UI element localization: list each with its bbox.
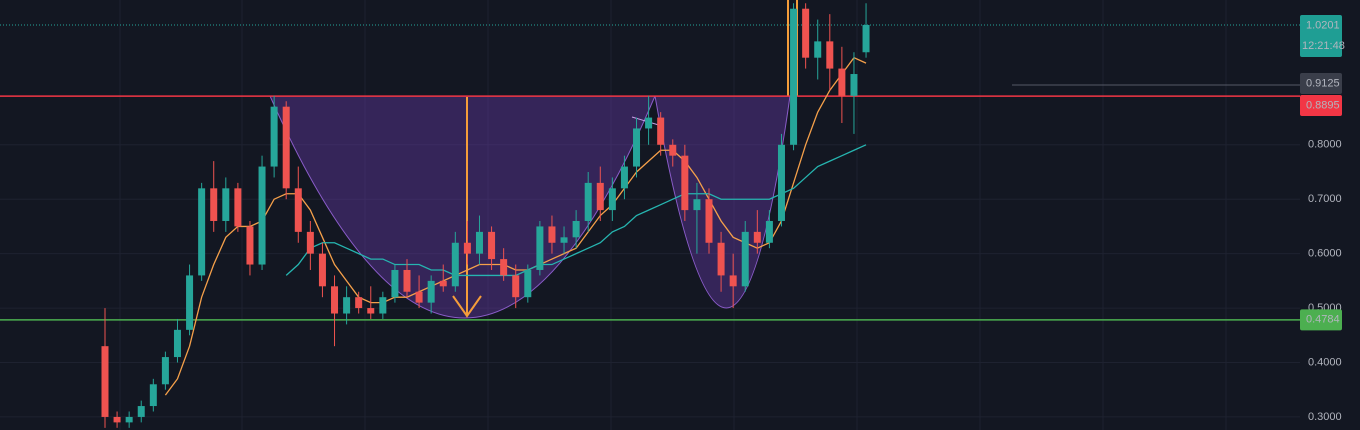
price-label: 1.0201 <box>1306 19 1340 31</box>
candle-body <box>536 226 544 270</box>
candles <box>101 3 870 428</box>
candle-body <box>645 117 653 129</box>
candle-body <box>669 144 677 156</box>
candle-body <box>488 231 496 260</box>
candle-body <box>765 220 773 243</box>
candle-body <box>620 166 628 189</box>
candle-body <box>717 242 725 276</box>
candle-body <box>210 188 218 221</box>
candle-body <box>451 242 459 287</box>
candle-body <box>355 297 363 309</box>
candle-body <box>379 297 387 314</box>
y-tick-label: 0.6000 <box>1308 248 1342 260</box>
candle-body <box>427 280 435 303</box>
candle-body <box>222 188 230 221</box>
candle-body <box>331 286 339 314</box>
vertical-grid <box>119 0 1227 430</box>
candle-body <box>850 74 858 96</box>
candle-body <box>173 329 181 358</box>
candle-body <box>391 269 399 298</box>
price-label: 0.8895 <box>1306 99 1340 111</box>
axis-background <box>1300 0 1360 430</box>
candle-body <box>657 117 665 145</box>
candle-body <box>306 231 314 254</box>
candle-body <box>777 144 785 221</box>
candle-body <box>596 182 604 211</box>
candle-body <box>572 220 580 238</box>
candle-body <box>101 346 109 417</box>
candle-body <box>415 291 423 303</box>
candle-body <box>318 253 326 287</box>
candle-body <box>475 231 483 254</box>
price-label-box <box>1300 73 1342 95</box>
candle-body <box>862 24 870 53</box>
price-label-box <box>1300 14 1342 57</box>
candle-body <box>186 275 194 330</box>
candle-body <box>584 182 592 221</box>
candle-body <box>500 259 508 276</box>
candle-body <box>234 188 242 227</box>
candle-body <box>729 275 737 287</box>
candle-body <box>826 41 834 69</box>
candle-body <box>403 269 411 292</box>
y-tick-label: 0.8000 <box>1308 139 1342 151</box>
candle-body <box>524 269 532 298</box>
candle-body <box>512 275 520 298</box>
candle-body <box>814 41 822 58</box>
price-label: 0.4784 <box>1306 314 1340 326</box>
price-axis: 0.30000.40000.50000.60000.70000.80001.02… <box>1300 0 1360 430</box>
candle-body <box>790 8 798 145</box>
candle-body <box>367 308 375 314</box>
candle-body <box>560 237 568 243</box>
candle-body <box>343 297 351 314</box>
candle-body <box>548 226 556 243</box>
candle-body <box>294 188 302 232</box>
candle-body <box>161 357 169 385</box>
candle-body <box>149 384 157 407</box>
candle-body <box>282 106 290 189</box>
y-tick-label: 0.7000 <box>1308 193 1342 205</box>
candle-body <box>246 226 254 265</box>
candle-body <box>693 199 701 211</box>
candle-body <box>113 416 121 423</box>
cup-annotations <box>269 0 1300 319</box>
candle-body <box>705 199 713 243</box>
reference-lines <box>0 24 1300 321</box>
candle-body <box>608 188 616 211</box>
price-label-box <box>1300 95 1342 117</box>
candle-body <box>137 406 145 417</box>
candle-body <box>439 280 447 287</box>
candle-body <box>270 106 278 167</box>
candle-body <box>753 231 761 243</box>
candle-body <box>463 242 471 254</box>
candle-body <box>838 68 846 96</box>
candle-body <box>741 231 749 287</box>
candle-body <box>198 188 206 276</box>
candle-body <box>633 128 641 167</box>
price-label-box <box>1300 309 1342 331</box>
candle-body <box>125 416 133 423</box>
candle-body <box>258 166 266 265</box>
y-tick-label: 0.3000 <box>1308 411 1342 423</box>
price-label-time: 12:21:48 <box>1302 40 1345 52</box>
price-label: 0.9125 <box>1306 77 1340 89</box>
moving-average <box>285 144 867 277</box>
horizontal-grid <box>0 144 1300 418</box>
y-tick-label: 0.4000 <box>1308 356 1342 368</box>
candle-body <box>802 8 810 58</box>
candle-body <box>681 155 689 211</box>
